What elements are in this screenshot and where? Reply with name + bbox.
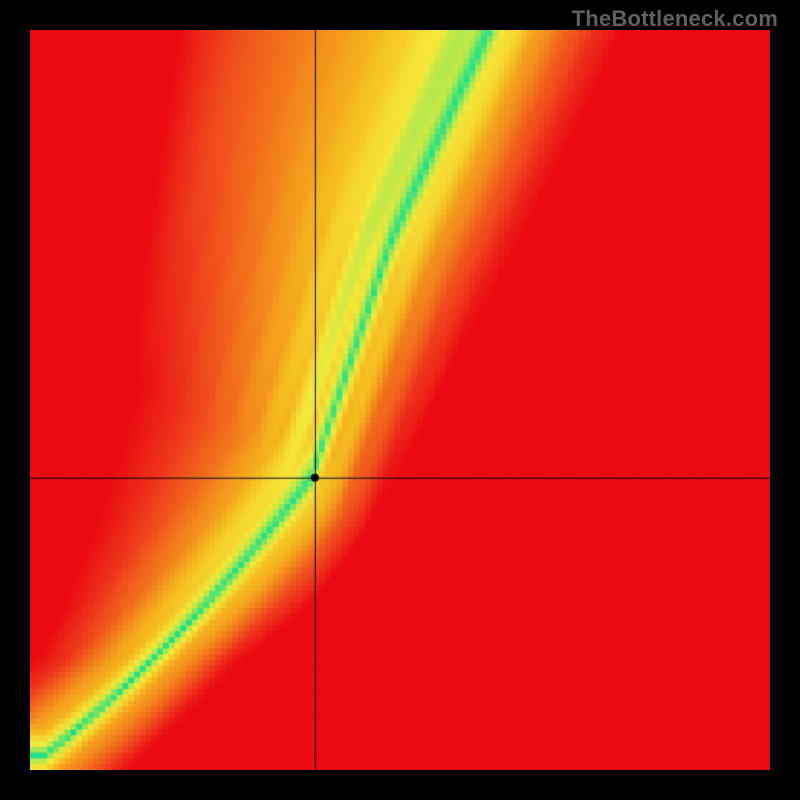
bottleneck-heatmap [30,30,770,770]
watermark-text: TheBottleneck.com [572,6,778,32]
